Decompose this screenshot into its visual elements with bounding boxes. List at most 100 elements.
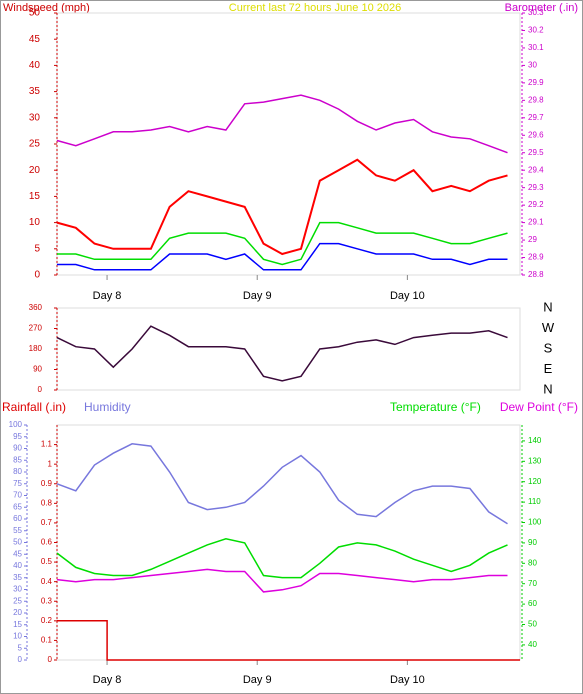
y-tick-label: 30 bbox=[528, 61, 537, 70]
y-tick-label: 30 bbox=[29, 112, 41, 123]
y-tick-label: 70 bbox=[13, 491, 22, 500]
y-tick-label: 65 bbox=[13, 502, 22, 511]
y-tick-label: 35 bbox=[13, 573, 22, 582]
y-tick-label: 29.3 bbox=[528, 183, 544, 192]
y-tick-label: 15 bbox=[13, 620, 22, 629]
y-tick-label: 0 bbox=[38, 385, 43, 394]
y-tick-label: 30.3 bbox=[528, 8, 544, 17]
y-tick-label: 28.8 bbox=[528, 270, 544, 279]
y-tick-label: 0.8 bbox=[41, 498, 53, 507]
x-tick-label: Day 8 bbox=[93, 674, 122, 686]
y-tick-label: 45 bbox=[29, 34, 41, 45]
y-tick-label: 29.9 bbox=[528, 78, 544, 87]
compass-label: S bbox=[544, 340, 553, 355]
y-tick-label: 100 bbox=[528, 518, 542, 527]
y-tick-label: 0 bbox=[34, 270, 40, 281]
y-tick-label: 5 bbox=[34, 243, 40, 254]
compass-label: W bbox=[542, 320, 555, 335]
x-tick-label: Day 10 bbox=[390, 290, 425, 302]
series-line bbox=[56, 94, 508, 154]
y-tick-label: 55 bbox=[13, 526, 22, 535]
y-tick-label: 29.1 bbox=[528, 218, 544, 227]
y-tick-label: 40 bbox=[528, 640, 537, 649]
compass-label: N bbox=[543, 299, 552, 314]
y-tick-label: 60 bbox=[528, 599, 537, 608]
y-tick-label: 0.5 bbox=[41, 557, 53, 566]
y-tick-label: 110 bbox=[528, 497, 541, 506]
y2-axis-label: Barometer (.in) bbox=[505, 2, 578, 14]
y-tick-label: 25 bbox=[29, 139, 41, 150]
y-tick-label: 90 bbox=[528, 538, 537, 547]
y-tick-label: 40 bbox=[13, 561, 22, 570]
series-line bbox=[56, 568, 508, 593]
compass-label: E bbox=[544, 361, 553, 376]
x-tick-label: Day 9 bbox=[243, 290, 272, 302]
x-tick-label: Day 10 bbox=[390, 674, 425, 686]
y-tick-label: 5 bbox=[18, 643, 23, 652]
y-tick-label: 360 bbox=[29, 303, 43, 312]
y-tick-label: 0 bbox=[48, 655, 53, 664]
y-tick-label: 29 bbox=[528, 235, 537, 244]
y-tick-label: 140 bbox=[528, 436, 542, 445]
legend-label: Humidity bbox=[84, 400, 131, 414]
y-tick-label: 40 bbox=[29, 60, 41, 71]
y-tick-label: 30.2 bbox=[528, 26, 544, 35]
y-tick-label: 90 bbox=[33, 365, 42, 374]
y-tick-label: 130 bbox=[528, 456, 542, 465]
y-tick-label: 80 bbox=[13, 467, 22, 476]
y-tick-label: 0.3 bbox=[41, 596, 53, 605]
y-tick-label: 0.9 bbox=[41, 479, 53, 488]
legend-label: Temperature (°F) bbox=[390, 400, 481, 414]
y-tick-label: 15 bbox=[29, 191, 41, 202]
y-tick-label: 0 bbox=[18, 655, 23, 664]
series-line bbox=[56, 325, 508, 382]
y-tick-label: 90 bbox=[13, 444, 22, 453]
y-tick-label: 0.6 bbox=[41, 538, 53, 547]
y-tick-label: 0.1 bbox=[41, 636, 53, 645]
y-tick-label: 30.1 bbox=[528, 43, 544, 52]
plot-area bbox=[56, 424, 521, 661]
y-tick-label: 100 bbox=[9, 420, 23, 429]
y-tick-label: 25 bbox=[13, 596, 22, 605]
y-tick-label: 0.7 bbox=[41, 518, 53, 527]
legend-label: Dew Point (°F) bbox=[500, 400, 578, 414]
y-tick-label: 30 bbox=[13, 585, 22, 594]
y-tick-label: 10 bbox=[29, 217, 41, 228]
y-tick-label: 29.4 bbox=[528, 165, 544, 174]
y-tick-label: 45 bbox=[13, 549, 22, 558]
y-tick-label: 1.1 bbox=[41, 440, 53, 449]
series-line bbox=[57, 221, 508, 266]
y-tick-label: 29.5 bbox=[528, 148, 544, 157]
y-tick-label: 29.7 bbox=[528, 113, 544, 122]
y-tick-label: 28.9 bbox=[528, 253, 544, 262]
y-tick-label: 50 bbox=[13, 538, 22, 547]
y-tick-label: 270 bbox=[29, 324, 43, 333]
series-line bbox=[57, 620, 520, 661]
y-axis-label: Windspeed (mph) bbox=[3, 2, 90, 14]
y-tick-label: 20 bbox=[13, 608, 22, 617]
y-tick-label: 29.8 bbox=[528, 95, 544, 104]
series-line bbox=[57, 242, 508, 271]
y-tick-label: 85 bbox=[13, 455, 22, 464]
y-tick-label: 29.6 bbox=[528, 130, 544, 139]
legend-label: Rainfall (.in) bbox=[2, 400, 66, 414]
series-line bbox=[56, 158, 508, 256]
y-tick-label: 35 bbox=[29, 86, 41, 97]
y-tick-label: 80 bbox=[528, 558, 537, 567]
y-tick-label: 75 bbox=[13, 479, 22, 488]
y-tick-label: 60 bbox=[13, 514, 22, 523]
plot-area bbox=[56, 12, 521, 276]
plot-area bbox=[56, 307, 521, 391]
y-tick-label: 1 bbox=[48, 459, 53, 468]
compass-label: N bbox=[543, 381, 552, 396]
series-line bbox=[56, 538, 508, 579]
y-tick-label: 120 bbox=[528, 477, 542, 486]
chart-title: Current last 72 hours June 10 2026 bbox=[229, 2, 401, 14]
y-tick-label: 70 bbox=[528, 579, 537, 588]
y-tick-label: 0.4 bbox=[41, 577, 53, 586]
y-tick-label: 10 bbox=[13, 632, 22, 641]
y-tick-label: 20 bbox=[29, 165, 41, 176]
y-tick-label: 0.2 bbox=[41, 616, 53, 625]
y-tick-label: 95 bbox=[13, 432, 22, 441]
